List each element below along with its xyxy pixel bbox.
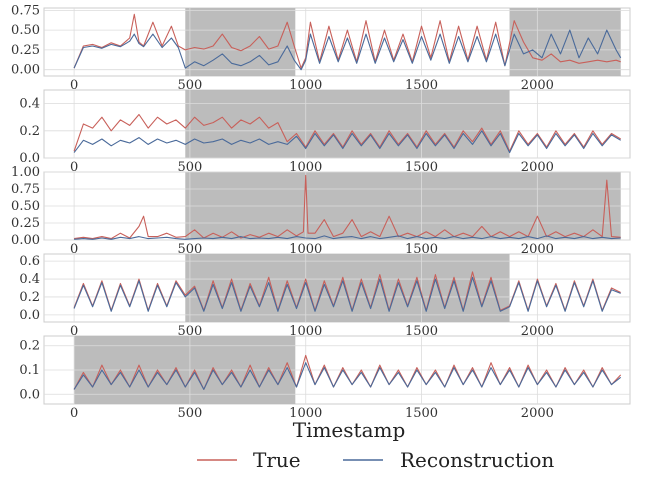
panel-2-xtick-label: 1000 <box>289 160 322 175</box>
panel-2-xtick-label: 1500 <box>405 160 438 175</box>
panel-3-xtick-label: 0 <box>70 242 78 257</box>
panel-1-xtick-label: 1000 <box>289 78 322 93</box>
panel-1-ytick-label: 0.00 <box>11 63 40 78</box>
panel-1-ytick-label: 0.75 <box>11 3 40 18</box>
panel-1-series-true <box>73 13 621 69</box>
panel-4-ytick-label: 0.6 <box>19 254 40 269</box>
panel-2-anomaly-region-1 <box>185 90 510 158</box>
panel-3-xtick-label: 1500 <box>405 242 438 257</box>
panel-3-ytick-label: 0.25 <box>11 216 40 231</box>
panel-4-ytick-label: 0.0 <box>19 308 40 323</box>
panel-5-xtick-label: 1500 <box>405 406 438 421</box>
panel-3-series-true <box>74 174 621 240</box>
panel-3-series-reconstruction <box>74 235 621 240</box>
panel-5-ytick-label: 0.0 <box>19 387 40 402</box>
panel-2-ytick-label: 0.2 <box>19 124 40 139</box>
panel-5-xtick-label: 1000 <box>289 406 322 421</box>
legend: True Reconstruction <box>197 448 554 472</box>
panel-4-series-reconstruction <box>73 276 621 312</box>
panel-4-xtick-label: 1000 <box>289 324 322 339</box>
panel-5-xtick-label: 0 <box>70 406 78 421</box>
panel-3-ytick-label: 0.50 <box>11 199 40 214</box>
panel-5: 0.0 0.1 0.2 0 500 1000 1500 2000 <box>19 335 631 421</box>
panel-3-ytick-label: 0.00 <box>11 233 40 248</box>
panel-4: 0.0 0.2 0.4 0.6 0 500 1000 1500 2000 <box>19 253 631 339</box>
legend-label-true: True <box>253 448 301 472</box>
panel-5-xtick-label: 500 <box>178 406 203 421</box>
legend-label-reconstruction: Reconstruction <box>400 448 554 472</box>
panel-1: 0.00 0.25 0.50 0.75 0 500 1000 1500 2000 <box>11 3 631 93</box>
panel-2-series-reconstruction <box>73 130 621 154</box>
panel-4-xtick-label: 500 <box>178 324 203 339</box>
panel-1-xtick-label: 0 <box>70 78 78 93</box>
panel-3-ytick-label: 0.75 <box>11 182 40 197</box>
panel-1-ytick-label: 0.25 <box>11 43 40 58</box>
panel-4-xtick-label: 0 <box>70 324 78 339</box>
panel-4-xtick-label: 2000 <box>521 324 554 339</box>
chart-panels: 0.000.250.500.750 500 1000 1500 20000.00.20.… <box>11 3 631 421</box>
panel-2-ytick-label: 0.0 <box>19 151 40 166</box>
panel-3-xtick-label: 2000 <box>521 242 554 257</box>
panel-1-series-reconstruction <box>73 29 622 71</box>
panel-4-ytick-label: 0.2 <box>19 290 40 305</box>
panel-2-xtick-label: 500 <box>178 160 203 175</box>
panel-5-series-reconstruction <box>73 362 622 390</box>
panel-1-xtick-label: 500 <box>178 78 203 93</box>
panel-4-xtick-label: 1500 <box>405 324 438 339</box>
panel-2: 0.0 0.2 0.4 0 500 1000 1500 2000 <box>19 89 631 175</box>
panel-4-ytick-label: 0.4 <box>19 272 40 287</box>
panel-3-xtick-label: 1000 <box>289 242 322 257</box>
panel-1-xtick-label: 1500 <box>405 78 438 93</box>
panel-2-xtick-label: 2000 <box>521 160 554 175</box>
panel-2-ytick-label: 0.4 <box>19 97 40 112</box>
panel-2-series-true <box>73 113 621 152</box>
panel-2-xtick-label: 0 <box>70 160 78 175</box>
panel-1-xtick-label: 2000 <box>521 78 554 93</box>
panel-3-xtick-label: 500 <box>178 242 203 257</box>
panel-3-ytick-label: 1.00 <box>11 165 40 180</box>
panel-5-ytick-label: 0.1 <box>19 363 40 378</box>
panel-5-ytick-label: 0.2 <box>19 339 40 354</box>
x-axis-label: Timestamp <box>293 418 406 442</box>
panel-5-xtick-label: 2000 <box>521 406 554 421</box>
panel-1-ytick-label: 0.50 <box>11 23 40 38</box>
panel-4-anomaly-region-1 <box>185 254 510 322</box>
panel-1-anomaly-region-1 <box>185 8 296 76</box>
panel-3: 0.00 0.25 0.50 0.75 1.00 0 500 1000 1500 2000 <box>11 165 631 257</box>
